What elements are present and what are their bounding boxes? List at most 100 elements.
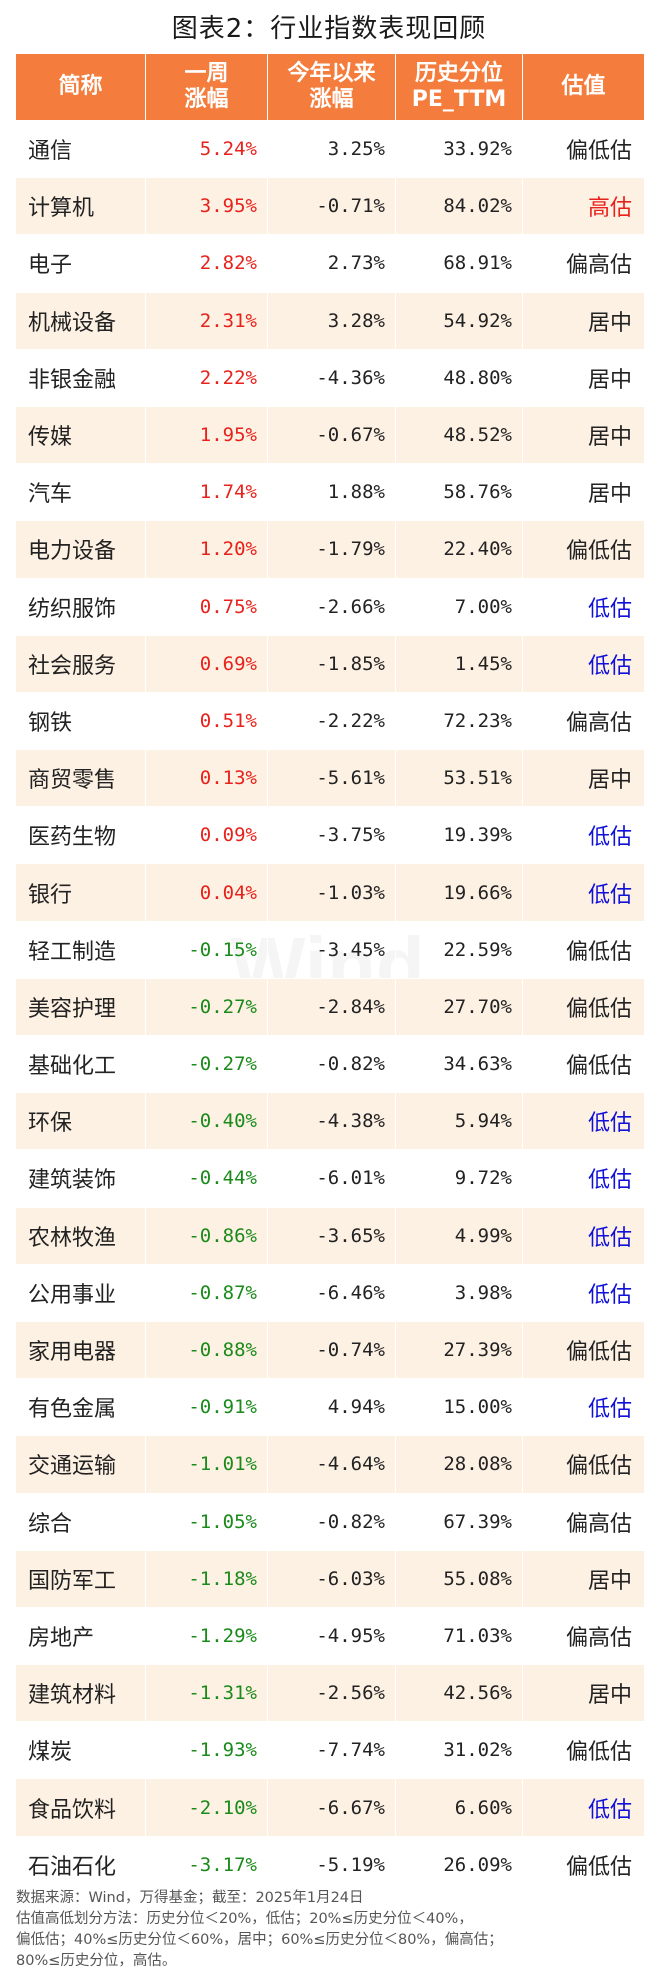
- table-row: 有色金属 -0.91% 4.94% 15.00% 低估: [16, 1378, 644, 1436]
- pe-percentile: 19.66%: [396, 864, 523, 921]
- valuation: 偏低估: [565, 1454, 632, 1480]
- header-pe-percentile: 历史分位 PE_TTM: [396, 54, 523, 120]
- ytd-change: -2.66%: [268, 578, 396, 635]
- ytd-change: -0.82%: [268, 1493, 396, 1550]
- pe-percentile: 31.02%: [396, 1722, 523, 1779]
- table-row: 汽车 1.74% 1.88% 58.76% 居中: [16, 463, 644, 521]
- valuation: 居中: [587, 1568, 632, 1594]
- ytd-change: -0.74%: [268, 1321, 396, 1379]
- ytd-change: -2.84%: [268, 978, 396, 1035]
- pe-percentile: 9.72%: [396, 1150, 523, 1207]
- valuation: 居中: [587, 367, 632, 393]
- table-row: 社会服务 0.69% -1.85% 1.45% 低估: [16, 634, 644, 692]
- valuation: 偏低估: [565, 539, 632, 565]
- valuation: 居中: [587, 1683, 632, 1709]
- week-change: 0.51%: [146, 692, 268, 750]
- table-row: 国防军工 -1.18% -6.03% 55.08% 居中: [16, 1549, 644, 1607]
- week-change: -0.86%: [146, 1207, 268, 1264]
- pe-percentile: 6.60%: [396, 1779, 523, 1836]
- week-change: 2.31%: [146, 292, 268, 349]
- industry-name: 医药生物: [16, 807, 146, 864]
- pe-percentile: 22.40%: [396, 521, 523, 578]
- industry-name: 社会服务: [16, 635, 146, 692]
- pe-percentile: 34.63%: [396, 1036, 523, 1093]
- table-row: 传媒 1.95% -0.67% 48.52% 居中: [16, 405, 644, 464]
- ytd-change: -1.03%: [268, 864, 396, 921]
- week-change: 1.20%: [146, 521, 268, 578]
- ytd-change: -4.38%: [268, 1093, 396, 1150]
- industry-name: 综合: [16, 1493, 146, 1550]
- valuation: 居中: [587, 310, 632, 336]
- industry-name: 轻工制造: [16, 921, 146, 978]
- valuation: 偏低估: [565, 139, 632, 165]
- industry-name: 电力设备: [16, 521, 146, 578]
- table-row: 电子 2.82% 2.73% 68.91% 偏高估: [16, 234, 644, 292]
- ytd-change: 1.88%: [268, 464, 396, 521]
- pe-percentile: 67.39%: [396, 1493, 523, 1550]
- week-change: 2.82%: [146, 235, 268, 292]
- industry-name: 国防军工: [16, 1550, 146, 1607]
- week-change: 5.24%: [146, 121, 268, 178]
- industry-name: 钢铁: [16, 692, 146, 750]
- valuation: 低估: [587, 1111, 632, 1137]
- table-row: 银行 0.04% -1.03% 19.66% 低估: [16, 863, 644, 921]
- week-change: 0.09%: [146, 807, 268, 864]
- week-change: -0.27%: [146, 978, 268, 1035]
- ytd-change: -1.85%: [268, 635, 396, 692]
- ytd-change: -1.79%: [268, 521, 396, 578]
- industry-name: 煤炭: [16, 1722, 146, 1779]
- pe-percentile: 1.45%: [396, 635, 523, 692]
- industry-name: 农林牧渔: [16, 1207, 146, 1264]
- table-row: 电力设备 1.20% -1.79% 22.40% 偏低估: [16, 520, 644, 578]
- industry-name: 建筑材料: [16, 1665, 146, 1722]
- week-change: 3.95%: [146, 178, 268, 235]
- table-row: 建筑装饰 -0.44% -6.01% 9.72% 低估: [16, 1149, 644, 1207]
- pe-percentile: 72.23%: [396, 692, 523, 750]
- table-row: 钢铁 0.51% -2.22% 72.23% 偏高估: [16, 691, 644, 750]
- table-row: 医药生物 0.09% -3.75% 19.39% 低估: [16, 806, 644, 864]
- table-row: 建筑材料 -1.31% -2.56% 42.56% 居中: [16, 1664, 644, 1722]
- valuation: 低估: [587, 653, 632, 679]
- ytd-change: 3.25%: [268, 121, 396, 178]
- industry-name: 房地产: [16, 1607, 146, 1665]
- week-change: 0.04%: [146, 864, 268, 921]
- valuation: 低估: [587, 825, 632, 851]
- industry-name: 通信: [16, 121, 146, 178]
- valuation: 低估: [587, 596, 632, 622]
- week-change: -1.93%: [146, 1722, 268, 1779]
- ytd-change: -7.74%: [268, 1722, 396, 1779]
- pe-percentile: 58.76%: [396, 464, 523, 521]
- pe-percentile: 54.92%: [396, 292, 523, 349]
- table-row: 农林牧渔 -0.86% -3.65% 4.99% 低估: [16, 1206, 644, 1264]
- header-ytd-change: 今年以来 涨幅: [268, 54, 396, 120]
- pe-percentile: 3.98%: [396, 1264, 523, 1321]
- week-change: -1.29%: [146, 1607, 268, 1665]
- week-change: -0.44%: [146, 1150, 268, 1207]
- week-change: 0.69%: [146, 635, 268, 692]
- week-change: -0.27%: [146, 1036, 268, 1093]
- week-change: -1.05%: [146, 1493, 268, 1550]
- ytd-change: -6.46%: [268, 1264, 396, 1321]
- table-row: 食品饮料 -2.10% -6.67% 6.60% 低估: [16, 1778, 644, 1836]
- week-change: -0.87%: [146, 1264, 268, 1321]
- pe-percentile: 26.09%: [396, 1836, 523, 1893]
- ytd-change: -6.03%: [268, 1550, 396, 1607]
- industry-name: 商贸零售: [16, 750, 146, 807]
- ytd-change: 3.28%: [268, 292, 396, 349]
- ytd-change: -4.36%: [268, 349, 396, 406]
- week-change: -0.15%: [146, 921, 268, 978]
- valuation: 偏低估: [565, 1340, 632, 1366]
- week-change: 0.13%: [146, 750, 268, 807]
- header-valuation: 估值: [561, 74, 606, 99]
- valuation: 偏高估: [565, 1625, 632, 1651]
- ytd-change: 2.73%: [268, 235, 396, 292]
- industry-name: 公用事业: [16, 1264, 146, 1321]
- week-change: -1.31%: [146, 1665, 268, 1722]
- pe-percentile: 68.91%: [396, 235, 523, 292]
- valuation: 低估: [587, 1225, 632, 1251]
- pe-percentile: 28.08%: [396, 1436, 523, 1493]
- table-row: 商贸零售 0.13% -5.61% 53.51% 居中: [16, 749, 644, 807]
- industry-name: 有色金属: [16, 1379, 146, 1436]
- pe-percentile: 53.51%: [396, 750, 523, 807]
- valuation: 偏高估: [565, 253, 632, 279]
